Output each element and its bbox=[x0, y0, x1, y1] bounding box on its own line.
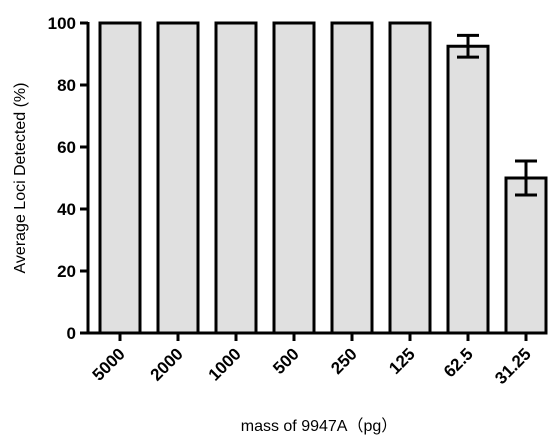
bar bbox=[214, 21, 258, 335]
y-tick-label: 60 bbox=[57, 138, 76, 157]
x-tick-label: 62.5 bbox=[440, 344, 477, 381]
y-axis-title: Average Loci Detected (%) bbox=[12, 83, 29, 274]
x-tick-label: 5000 bbox=[89, 344, 129, 384]
y-tick-label: 80 bbox=[57, 76, 76, 95]
x-tick-label: 500 bbox=[269, 344, 302, 377]
bar bbox=[272, 21, 316, 335]
x-tick-label: 125 bbox=[385, 344, 418, 377]
x-tick-label: 31.25 bbox=[491, 344, 535, 388]
x-tick-label: 2000 bbox=[147, 344, 187, 384]
x-axis-title: mass of 9947A（pg） bbox=[241, 417, 398, 435]
y-tick-label: 20 bbox=[57, 262, 76, 281]
y-axis: 0 20 40 60 80 100 bbox=[48, 14, 90, 343]
bar bbox=[446, 44, 490, 335]
x-tick-label: 250 bbox=[327, 344, 360, 377]
error-bars bbox=[457, 33, 537, 197]
bars bbox=[98, 21, 548, 335]
bar bbox=[156, 21, 200, 335]
y-tick-label: 40 bbox=[57, 200, 76, 219]
y-tick-label: 0 bbox=[67, 324, 76, 343]
bar bbox=[504, 176, 548, 335]
x-tick-label: 1000 bbox=[205, 344, 245, 384]
y-tick-label: 100 bbox=[48, 14, 76, 33]
bar bbox=[98, 21, 142, 335]
x-axis: 5000 2000 1000 500 250 125 62.5 31.25 bbox=[86, 331, 545, 388]
bar bbox=[330, 21, 374, 335]
bar bbox=[388, 21, 432, 335]
